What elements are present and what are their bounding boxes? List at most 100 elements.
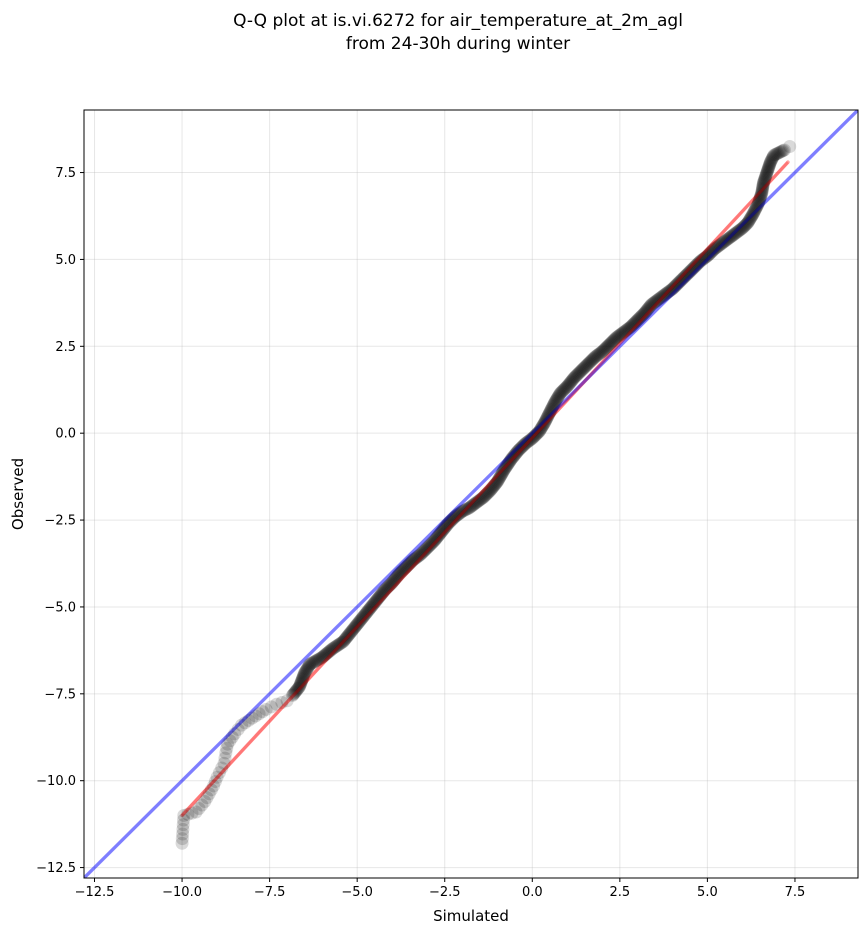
data-point xyxy=(293,678,307,692)
data-point xyxy=(492,473,506,487)
data-point xyxy=(756,177,770,191)
data-point xyxy=(425,537,439,551)
data-point xyxy=(333,637,347,651)
data-point xyxy=(773,145,787,159)
data-point xyxy=(472,493,486,507)
data-point xyxy=(626,318,640,332)
data-point xyxy=(523,433,537,447)
data-point xyxy=(527,430,541,444)
data-point xyxy=(305,656,319,670)
data-point xyxy=(611,329,625,343)
fit-line xyxy=(180,160,790,818)
data-point xyxy=(745,209,759,223)
data-point xyxy=(332,637,346,651)
data-point xyxy=(393,566,407,580)
data-point xyxy=(743,213,757,227)
data-point xyxy=(741,216,755,230)
data-point xyxy=(726,228,740,242)
data-point xyxy=(176,822,190,836)
data-point xyxy=(326,642,340,656)
data-point xyxy=(616,325,630,339)
data-point xyxy=(299,664,313,678)
fit-line-overlay xyxy=(180,161,790,817)
data-point xyxy=(302,658,316,672)
data-point xyxy=(297,668,311,682)
x-axis-label: Simulated xyxy=(433,907,509,925)
data-point xyxy=(334,636,348,650)
data-point xyxy=(728,226,742,240)
data-point xyxy=(712,238,726,252)
data-point xyxy=(292,680,306,694)
data-point xyxy=(339,631,353,645)
data-point xyxy=(381,580,395,594)
data-point xyxy=(198,795,212,809)
data-point xyxy=(363,601,377,615)
data-point xyxy=(177,813,191,827)
data-point xyxy=(562,377,576,391)
data-point xyxy=(440,518,454,532)
data-point xyxy=(612,328,626,342)
data-point xyxy=(409,551,423,565)
x-tick-label: −10.0 xyxy=(162,885,202,900)
data-point xyxy=(450,508,464,522)
x-tick-label: 2.5 xyxy=(610,885,631,900)
data-point xyxy=(221,737,235,751)
data-point xyxy=(757,175,771,189)
data-point xyxy=(398,561,412,575)
data-point xyxy=(356,610,370,624)
data-point xyxy=(446,511,460,525)
data-point xyxy=(404,555,418,569)
data-point xyxy=(319,647,333,661)
data-point xyxy=(739,218,753,232)
data-point xyxy=(669,278,683,292)
axes: −12.5 −10.0 −7.5 −5.0 −2.5 0.0 2.5 5.0 7.5 −12.5 −… xyxy=(36,166,805,900)
data-point xyxy=(761,161,775,175)
data-point xyxy=(766,149,780,163)
data-point xyxy=(339,632,353,646)
data-point xyxy=(748,203,762,217)
data-point xyxy=(218,751,232,765)
data-point xyxy=(697,251,711,265)
data-point xyxy=(425,536,439,550)
data-point xyxy=(503,454,517,468)
data-point xyxy=(595,345,609,359)
data-point xyxy=(753,192,767,206)
data-point xyxy=(481,486,495,500)
data-point xyxy=(737,219,751,233)
data-point xyxy=(177,808,191,822)
data-point xyxy=(636,308,650,322)
data-point xyxy=(383,577,397,591)
data-point xyxy=(681,266,695,280)
data-point xyxy=(480,487,494,501)
data-point xyxy=(751,197,765,211)
data-point xyxy=(644,299,658,313)
data-point xyxy=(355,612,369,626)
data-point xyxy=(578,360,592,374)
data-point xyxy=(585,353,599,367)
data-point xyxy=(312,652,326,666)
data-point xyxy=(661,285,675,299)
data-point xyxy=(574,364,588,378)
data-point xyxy=(698,250,712,264)
data-point xyxy=(379,582,393,596)
data-point xyxy=(385,576,399,590)
data-point xyxy=(300,663,314,677)
data-point xyxy=(605,335,619,349)
data-point xyxy=(454,505,468,519)
data-point xyxy=(504,453,518,467)
data-point xyxy=(220,742,234,756)
data-point xyxy=(185,806,199,820)
data-point xyxy=(300,662,314,676)
data-point xyxy=(341,629,355,643)
data-point xyxy=(387,574,401,588)
data-point xyxy=(512,443,526,457)
data-point xyxy=(674,273,688,287)
data-point xyxy=(301,661,315,675)
data-point xyxy=(491,474,505,488)
data-point xyxy=(353,613,367,627)
data-point xyxy=(416,545,430,559)
data-point xyxy=(601,339,615,353)
data-point xyxy=(754,190,768,204)
data-point xyxy=(464,499,478,513)
data-point xyxy=(756,180,770,194)
